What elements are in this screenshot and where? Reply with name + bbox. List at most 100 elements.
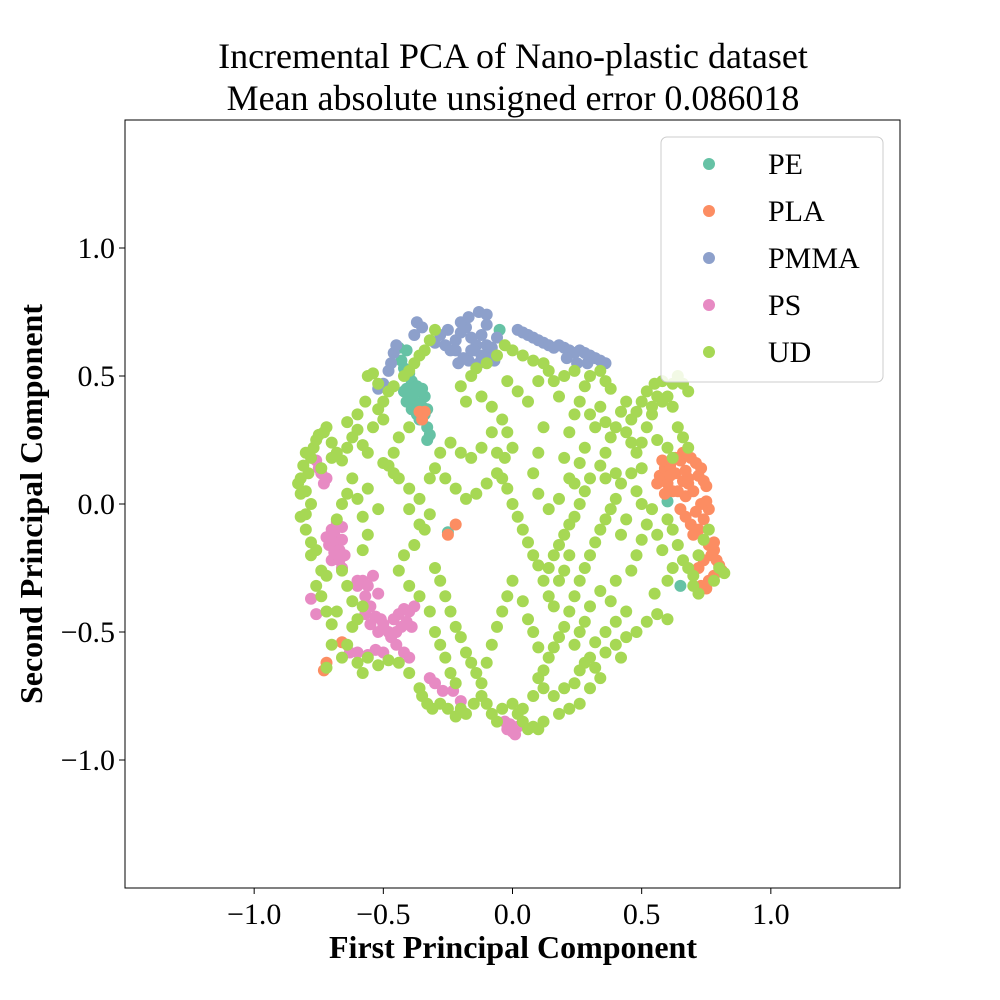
y-tick-label: −1.0 (61, 744, 115, 777)
data-point (522, 536, 534, 549)
y-tick-label: −0.5 (61, 616, 115, 649)
data-point (558, 682, 571, 695)
data-point (341, 579, 354, 592)
data-point (584, 682, 596, 695)
data-point (527, 354, 540, 367)
chart-title: Incremental PCA of Nano-plastic dataset (218, 36, 808, 76)
data-point (491, 331, 503, 344)
x-axis-label: First Principal Component (329, 929, 697, 965)
data-point (578, 562, 591, 574)
data-point (599, 646, 612, 659)
data-point (361, 482, 374, 495)
data-point (405, 620, 418, 633)
data-point (377, 395, 390, 408)
legend-marker (703, 252, 715, 264)
legend-marker (703, 346, 715, 358)
data-point (491, 349, 503, 362)
data-point (679, 464, 692, 477)
data-point (436, 684, 449, 697)
data-point (615, 651, 627, 664)
data-point (392, 656, 405, 669)
data-point (573, 626, 586, 638)
data-point (553, 631, 565, 644)
data-point (615, 405, 627, 418)
data-point (568, 408, 581, 421)
data-point (439, 590, 452, 603)
data-point (351, 613, 364, 626)
x-tick-label: −1.0 (227, 898, 281, 931)
data-point (480, 477, 493, 490)
data-point (578, 485, 591, 498)
data-point (429, 562, 441, 574)
data-point (491, 446, 503, 459)
data-point (336, 454, 348, 467)
data-point (635, 462, 648, 475)
data-point (625, 564, 638, 577)
data-point (361, 651, 374, 664)
data-point (651, 608, 664, 621)
data-point (578, 441, 591, 454)
data-point (537, 421, 550, 434)
data-point (604, 431, 617, 444)
data-point (687, 569, 700, 582)
data-point (651, 528, 664, 541)
data-point (423, 334, 436, 347)
data-point (423, 472, 436, 485)
data-point (625, 467, 638, 480)
data-point (413, 590, 426, 603)
x-tick-label: 1.0 (752, 898, 790, 931)
data-point (421, 434, 434, 446)
data-point (485, 426, 498, 439)
data-point (325, 618, 338, 631)
data-point (441, 323, 454, 336)
data-point (581, 357, 594, 370)
data-point (620, 395, 633, 408)
data-point (573, 574, 586, 587)
data-point (666, 562, 679, 574)
data-point (640, 421, 653, 434)
data-point (661, 513, 674, 526)
data-point (584, 600, 596, 613)
data-point (372, 377, 385, 390)
legend-label: UD (768, 336, 811, 369)
data-point (553, 492, 565, 505)
data-point (480, 318, 493, 331)
data-point (351, 574, 364, 587)
data-point (532, 641, 545, 654)
data-point (408, 600, 421, 613)
data-point (470, 667, 483, 679)
data-point (609, 492, 622, 505)
data-point (648, 587, 661, 600)
data-point (609, 574, 622, 587)
data-point (351, 492, 364, 505)
x-tick-label: 0.5 (623, 898, 661, 931)
data-point (558, 620, 571, 633)
data-point (573, 395, 586, 408)
data-point (361, 579, 374, 592)
data-point (697, 513, 710, 526)
data-point (604, 382, 617, 395)
data-point (527, 626, 540, 638)
data-point (346, 472, 359, 485)
data-point (320, 605, 333, 618)
data-point (609, 421, 622, 434)
data-point (305, 498, 317, 510)
data-point (658, 487, 671, 500)
data-point (356, 600, 369, 613)
data-point (403, 482, 416, 495)
data-point (563, 426, 576, 439)
data-point (542, 590, 555, 603)
data-point (547, 690, 560, 702)
data-point (584, 549, 596, 562)
data-point (356, 667, 369, 679)
data-point (351, 423, 364, 436)
data-point (465, 370, 478, 382)
legend-label: PMMA (768, 242, 860, 275)
data-point (356, 544, 369, 557)
data-point (646, 503, 658, 516)
data-point (516, 595, 529, 608)
legend-label: PLA (768, 195, 825, 228)
data-point (558, 528, 571, 541)
data-point (542, 562, 555, 574)
data-point (377, 457, 390, 469)
